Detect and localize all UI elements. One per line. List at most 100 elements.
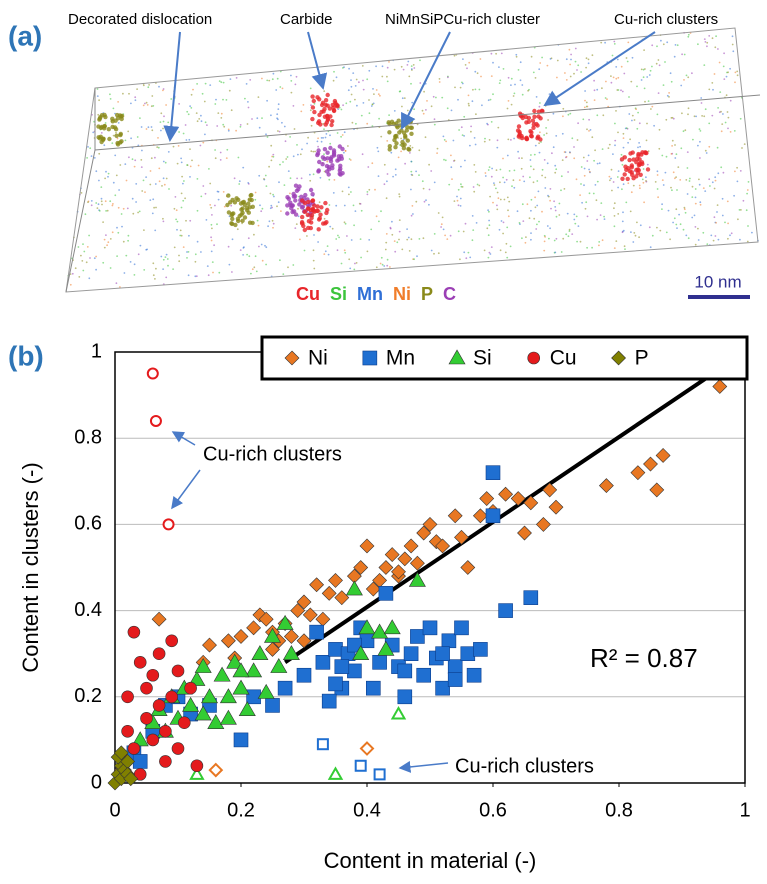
atom <box>82 269 85 272</box>
atom <box>666 41 669 44</box>
data-point <box>188 670 206 686</box>
atom <box>320 137 323 139</box>
atom <box>685 234 688 237</box>
atom <box>313 267 316 270</box>
atom <box>407 60 410 63</box>
atom <box>258 174 261 177</box>
atom <box>112 134 115 137</box>
data-point <box>365 581 381 597</box>
atom <box>534 144 537 147</box>
data-point <box>416 525 432 541</box>
data-point <box>454 620 469 636</box>
atom <box>639 152 644 157</box>
atom <box>164 161 167 164</box>
atom <box>450 154 452 157</box>
atom <box>430 170 433 172</box>
atom <box>236 228 239 231</box>
atom <box>675 153 678 156</box>
atom <box>167 264 169 267</box>
atom <box>415 200 418 203</box>
atom <box>411 174 414 177</box>
atom <box>136 88 139 90</box>
atom <box>145 248 148 251</box>
atom <box>538 151 541 154</box>
atom <box>513 137 515 140</box>
atom <box>722 113 724 115</box>
atom <box>571 233 574 236</box>
atom <box>381 65 384 68</box>
atom <box>314 208 319 213</box>
atom <box>380 135 383 138</box>
atom <box>127 156 130 159</box>
data-point <box>200 688 219 704</box>
atom <box>721 197 724 200</box>
atom <box>394 250 397 253</box>
atom <box>733 194 735 197</box>
data-point <box>290 603 306 619</box>
atom <box>499 79 502 82</box>
atom <box>227 129 230 132</box>
data-point <box>165 634 178 648</box>
data-point <box>447 672 463 687</box>
atom <box>268 220 271 223</box>
atom <box>436 147 439 150</box>
atom <box>230 211 235 217</box>
atom <box>622 155 627 160</box>
atom <box>602 114 605 117</box>
atom <box>506 256 509 259</box>
atom <box>220 117 223 119</box>
atom <box>233 177 236 180</box>
atom <box>333 70 335 73</box>
atom <box>348 193 350 196</box>
atom <box>77 246 80 248</box>
atom <box>210 250 213 253</box>
atom <box>613 247 616 250</box>
atom <box>189 105 192 107</box>
atom <box>133 263 136 266</box>
data-point <box>397 551 413 567</box>
atom <box>687 237 690 240</box>
atom <box>240 218 245 223</box>
atom <box>658 128 661 131</box>
atom <box>247 220 253 225</box>
atom <box>612 76 615 79</box>
atom <box>702 231 705 234</box>
atom <box>640 79 643 81</box>
atom <box>585 201 588 204</box>
box-edge <box>65 94 761 293</box>
panel-label: (a) <box>8 20 42 51</box>
data-point <box>321 693 337 709</box>
atom <box>331 108 337 114</box>
atom <box>571 137 574 140</box>
atom <box>453 54 456 57</box>
atom <box>496 139 499 142</box>
data-point <box>397 663 413 679</box>
atom <box>543 240 546 243</box>
atom <box>217 112 220 114</box>
atom <box>408 250 411 252</box>
atom <box>160 112 163 115</box>
atom <box>308 225 313 231</box>
atom <box>532 114 537 120</box>
atom <box>588 170 591 173</box>
atom <box>450 109 453 112</box>
atom <box>346 235 348 237</box>
data-point <box>265 641 280 657</box>
atom <box>113 127 119 132</box>
atom <box>484 175 487 177</box>
atom <box>397 156 400 159</box>
atom <box>325 92 330 98</box>
atom <box>567 235 570 238</box>
atom <box>378 117 380 120</box>
atom <box>608 175 611 178</box>
atom <box>118 189 120 191</box>
atom <box>277 130 279 132</box>
atom <box>742 199 745 202</box>
atom <box>404 162 406 165</box>
data-point <box>296 633 312 649</box>
atom <box>496 204 498 207</box>
atom <box>507 138 510 141</box>
atom <box>474 88 477 91</box>
atom <box>410 170 413 173</box>
